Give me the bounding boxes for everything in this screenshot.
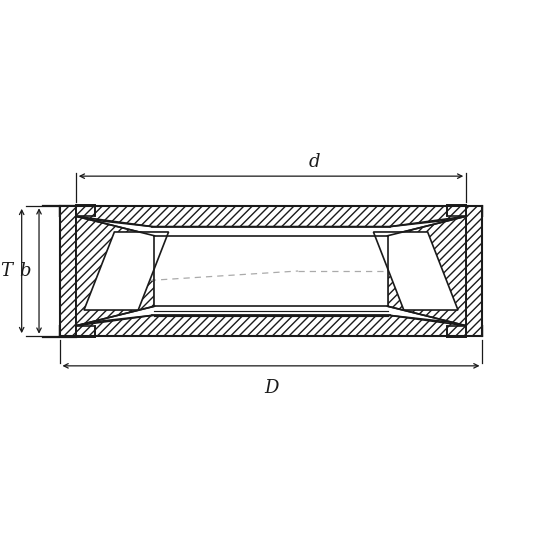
- Polygon shape: [388, 216, 466, 326]
- Polygon shape: [84, 232, 169, 310]
- Polygon shape: [154, 236, 388, 306]
- Polygon shape: [60, 206, 482, 227]
- Polygon shape: [373, 232, 458, 310]
- Text: B: B: [238, 262, 251, 280]
- Polygon shape: [60, 206, 76, 336]
- Polygon shape: [447, 205, 466, 216]
- Text: d: d: [308, 153, 320, 171]
- Polygon shape: [60, 315, 482, 336]
- Polygon shape: [76, 216, 154, 326]
- Text: D: D: [264, 379, 278, 397]
- Polygon shape: [76, 205, 95, 216]
- Polygon shape: [76, 326, 95, 337]
- Text: T: T: [0, 262, 12, 280]
- Polygon shape: [447, 326, 466, 337]
- Polygon shape: [466, 206, 482, 336]
- Text: b: b: [20, 262, 31, 280]
